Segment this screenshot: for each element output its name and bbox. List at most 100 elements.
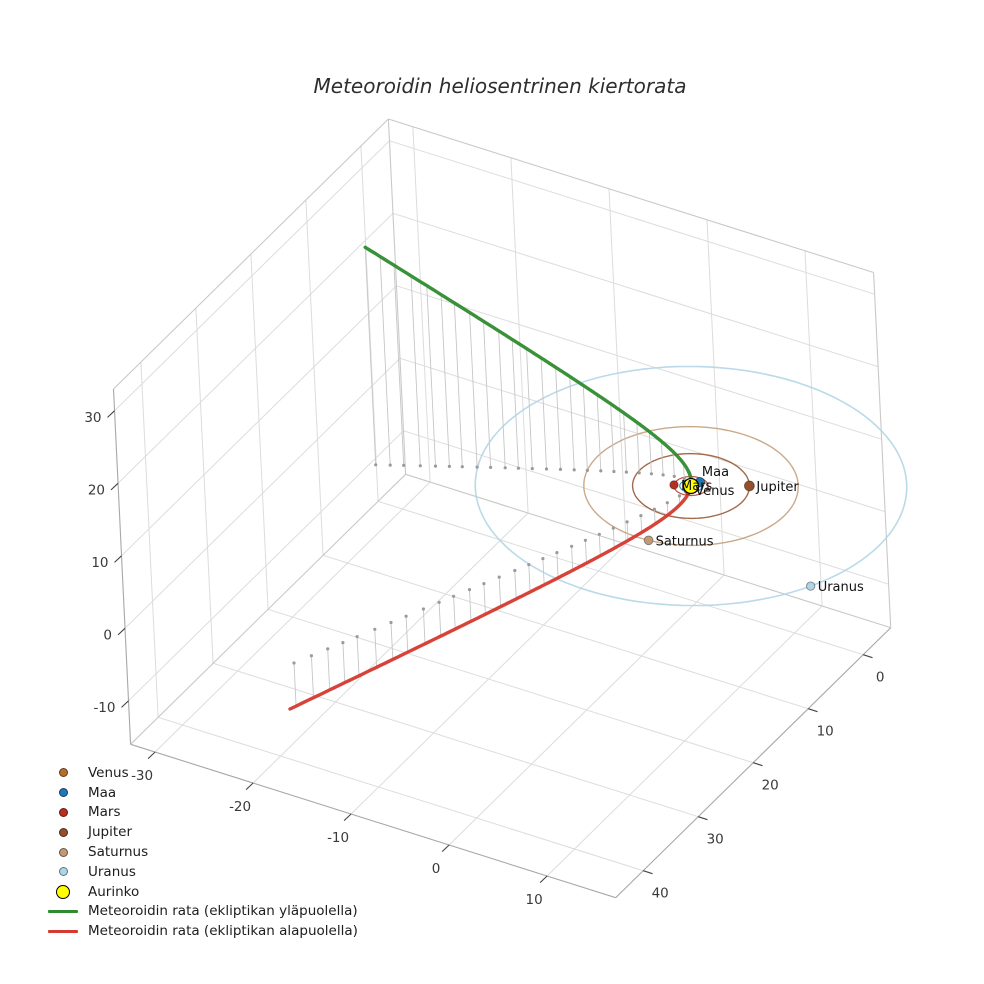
plane-projection-dot <box>460 465 464 469</box>
plane-projection-dot <box>682 477 686 481</box>
sun-icon <box>56 884 70 899</box>
plane-projection-dot <box>665 501 669 505</box>
plane-projection-dot <box>421 607 425 611</box>
legend-marker-icon <box>46 847 80 857</box>
plane-projection-dot <box>452 594 456 598</box>
legend-line-swatch <box>46 909 80 913</box>
dot-icon <box>58 827 68 837</box>
planet-label-uranus: Uranus <box>818 580 864 595</box>
dot-icon <box>58 788 68 798</box>
planet-label-jupiter: Jupiter <box>755 480 799 495</box>
legend-marker-icon <box>46 867 80 877</box>
orbit-saturnus <box>583 425 799 547</box>
plane-projection-dot <box>652 507 657 511</box>
trajectory-above-ecliptic <box>363 245 693 488</box>
plane-projection-dot <box>516 466 521 470</box>
tick-label-y: 40 <box>652 886 669 902</box>
tick-label-y: 0 <box>876 670 885 686</box>
plane-projection-dot <box>527 563 531 567</box>
tick-label-y: 30 <box>707 832 724 848</box>
plane-projection-dot <box>570 544 574 548</box>
plane-projection-dot <box>374 463 378 467</box>
legend-line-swatch <box>46 929 80 933</box>
planet-dot-saturnus <box>643 535 654 546</box>
plane-projection-dot <box>326 647 330 651</box>
plane-projection-dot <box>597 532 601 536</box>
plane-projection-dot <box>341 641 345 645</box>
planet-label-saturnus: Saturnus <box>656 534 714 549</box>
tick-label-x: -30 <box>131 768 153 784</box>
legend-label: Jupiter <box>88 824 133 841</box>
legend-item-meteoroidin: Meteoroidin rata (ekliptikan alapuolella… <box>46 921 358 941</box>
plane-projection-dot <box>437 600 441 605</box>
plane-projection-dot <box>355 635 359 639</box>
legend-label: Meteoroidin rata (ekliptikan yläpuolella… <box>88 903 358 920</box>
sun-marker <box>682 477 700 495</box>
plane-projection-dot <box>467 588 472 592</box>
plane-projection-dot <box>482 582 486 586</box>
planet-label-venus: Venus <box>695 484 734 499</box>
tick-label-z: 30 <box>84 410 101 426</box>
legend-marker-icon <box>46 827 80 837</box>
plane-projection-dot <box>544 467 549 471</box>
plane-projection-dot <box>625 520 629 524</box>
plane-projection-dot <box>555 551 559 555</box>
plane-projection-dot <box>661 473 665 477</box>
tick-label-y: 10 <box>817 724 834 740</box>
plane-projection-dot <box>649 472 654 476</box>
legend-label: Aurinko <box>88 883 140 900</box>
legend-label: Saturnus <box>88 844 149 861</box>
legend-marker-icon <box>46 884 80 899</box>
plane-projection-dot <box>624 470 629 474</box>
legend-marker-icon <box>46 768 80 778</box>
plane-projection-dot <box>373 627 377 631</box>
axis-grid <box>114 126 889 877</box>
plane-projection-dot <box>612 469 616 474</box>
line-icon <box>48 909 78 913</box>
plane-projection-dot <box>389 620 393 625</box>
legend-label: Maa <box>88 784 117 801</box>
line-icon <box>48 929 78 933</box>
plane-projection-dot <box>489 465 493 469</box>
legend-item-uranus: Uranus <box>46 862 358 882</box>
tick-label-z: 0 <box>103 627 112 643</box>
plane-projection-dot <box>611 526 615 530</box>
legend-item-saturnus: Saturnus <box>46 842 358 862</box>
plane-projection-dot <box>677 494 682 498</box>
tick-label-x: 0 <box>432 861 441 877</box>
planet-label-mars: Mars <box>681 479 713 494</box>
legend-item-aurinko: Aurinko <box>46 882 358 902</box>
plane-projection-dot <box>292 661 296 665</box>
trajectory-below-ecliptic <box>288 484 693 711</box>
plane-projection-dot <box>513 568 517 573</box>
plane-projection-dot <box>418 464 422 468</box>
tick-label-x: -20 <box>229 799 251 815</box>
plane-projection-dot <box>585 468 590 472</box>
dot-icon <box>58 768 68 778</box>
chart-title: Meteoroidin heliosentrinen kiertorata <box>313 74 687 98</box>
legend-item-meteoroidin: Meteoroidin rata (ekliptikan yläpuolella… <box>46 902 358 922</box>
tick-label-x: -10 <box>327 830 349 846</box>
tick-label-x: 10 <box>526 892 543 908</box>
ecliptic-drop-lines <box>292 247 686 707</box>
plane-projection-dot <box>558 467 563 471</box>
legend-item-venus: Venus <box>46 763 358 783</box>
legend-marker-icon <box>46 788 80 798</box>
plane-projection-dot <box>475 465 479 469</box>
legend: Venus Maa Mars Jupiter Saturnus Uranus Aurinko… <box>46 763 358 941</box>
plot-box-edges <box>112 118 892 899</box>
legend-label: Venus <box>88 764 129 781</box>
plane-projection-dot <box>541 557 545 561</box>
legend-item-mars: Mars <box>46 803 358 823</box>
legend-label: Mars <box>88 804 121 821</box>
tick-label-z: -10 <box>93 700 115 716</box>
planet-markers <box>643 476 816 591</box>
plane-projection-dot <box>572 468 576 472</box>
tick-label-z: 20 <box>88 482 105 498</box>
plane-projection-dot <box>672 474 676 478</box>
planet-dot-jupiter <box>743 480 755 492</box>
dot-icon <box>58 867 68 877</box>
plane-projection-dot <box>447 464 451 468</box>
planet-dot-uranus <box>806 581 816 591</box>
